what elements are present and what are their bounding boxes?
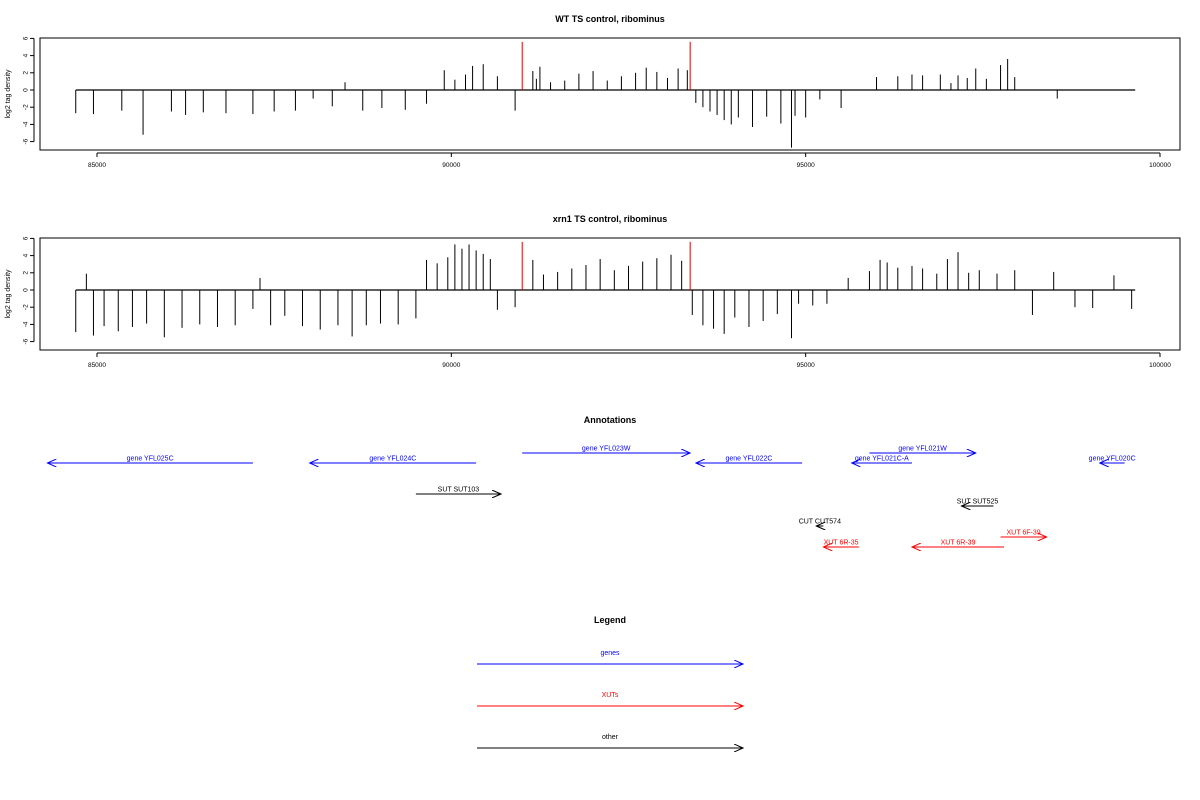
annotation-track: Annotations gene YFL025C gene YFL024Cgene… — [47, 415, 1136, 548]
xrn1-density-panel: xrn1 TS control, ribominus log2 tag dens… — [5, 214, 1181, 369]
wt-panel-title: WT TS control, ribominus — [555, 14, 665, 24]
annotation-label: XUT 6R-35 — [824, 540, 859, 547]
annotation-label: gene YFL024C — [369, 456, 416, 463]
p2-x-tick-label: 100000 — [1149, 362, 1171, 369]
p2-y-tick-label: 6 — [23, 236, 30, 240]
annotation-label: SUT SUT525 — [957, 499, 999, 506]
p1-y-tick-label: 2 — [23, 71, 30, 75]
wt-density-panel: WT TS control, ribominus log2 tag densit… — [5, 14, 1181, 169]
p2-x-tick-label: 90000 — [442, 362, 460, 369]
xrn1-bars — [75, 241, 1136, 339]
p1-x-tick-label: 90000 — [442, 162, 460, 169]
annotation-label: XUT 6F-39 — [1007, 530, 1041, 537]
p2-y-tick-label: 4 — [23, 253, 30, 257]
annotation-label: gene YFL023W — [582, 446, 631, 453]
legend-label: XUTs — [602, 692, 619, 699]
p1-y-tick-label: -4 — [23, 121, 30, 127]
p2-y-tick-label: 0 — [23, 288, 30, 292]
legend: Legend genes XUTs other — [477, 615, 743, 748]
p2-x-tick-label: 85000 — [88, 362, 106, 369]
xrn1-x-axis: 85000 90000 95000 100000 — [88, 352, 1171, 369]
wt-x-axis: 85000 90000 95000 100000 — [88, 152, 1171, 169]
p2-y-tick-label: 2 — [23, 271, 30, 275]
p1-y-tick-label: 6 — [23, 36, 30, 40]
xrn1-panel-title: xrn1 TS control, ribominus — [553, 214, 668, 224]
legend-label: genes — [600, 650, 620, 657]
p1-y-tick-label: 4 — [23, 53, 30, 57]
annotation-label: gene YFL020C — [1089, 456, 1136, 463]
p2-x-tick-label: 95000 — [797, 362, 815, 369]
legend-title: Legend — [594, 615, 626, 625]
p1-x-tick-label: 95000 — [797, 162, 815, 169]
p2-y-tick-label: -6 — [23, 338, 30, 344]
annotation-label: SUT SUT103 — [438, 487, 480, 494]
legend-entries: genes XUTs other — [477, 650, 743, 748]
legend-label: other — [602, 734, 619, 741]
wt-y-axis: 6 4 2 0 -2 -4 -6 — [23, 36, 35, 144]
wt-y-axis-label: log2 tag density — [5, 69, 12, 119]
p1-y-tick-label: -2 — [23, 104, 30, 110]
annotations-title: Annotations — [584, 415, 637, 425]
annotation-label: gene YFL025C — [127, 456, 174, 463]
p1-y-tick-label: -6 — [23, 138, 30, 144]
wt-plot-frame — [39, 37, 1181, 151]
annotation-label: gene YFL022C — [725, 456, 772, 463]
xrn1-plot-frame — [39, 237, 1181, 351]
p1-x-tick-label: 85000 — [88, 162, 106, 169]
annotation-label: CUT CUT574 — [799, 519, 841, 526]
p2-y-tick-label: -2 — [23, 304, 30, 310]
annotation-label: XUT 6R-39 — [941, 540, 976, 547]
annotation-label: gene YFL021C-A — [855, 456, 909, 463]
p2-y-tick-label: -4 — [23, 321, 30, 327]
annotation-label: gene YFL021W — [898, 446, 947, 453]
p1-x-tick-label: 100000 — [1149, 162, 1171, 169]
p1-y-tick-label: 0 — [23, 88, 30, 92]
annotation-features: gene YFL025C gene YFL024C gene YFL023W gene… — [47, 446, 1136, 548]
xrn1-y-axis: 6 4 2 0 -2 -4 -6 — [23, 236, 35, 344]
wt-bars — [75, 41, 1136, 148]
xrn1-y-axis-label: log2 tag density — [5, 269, 12, 319]
